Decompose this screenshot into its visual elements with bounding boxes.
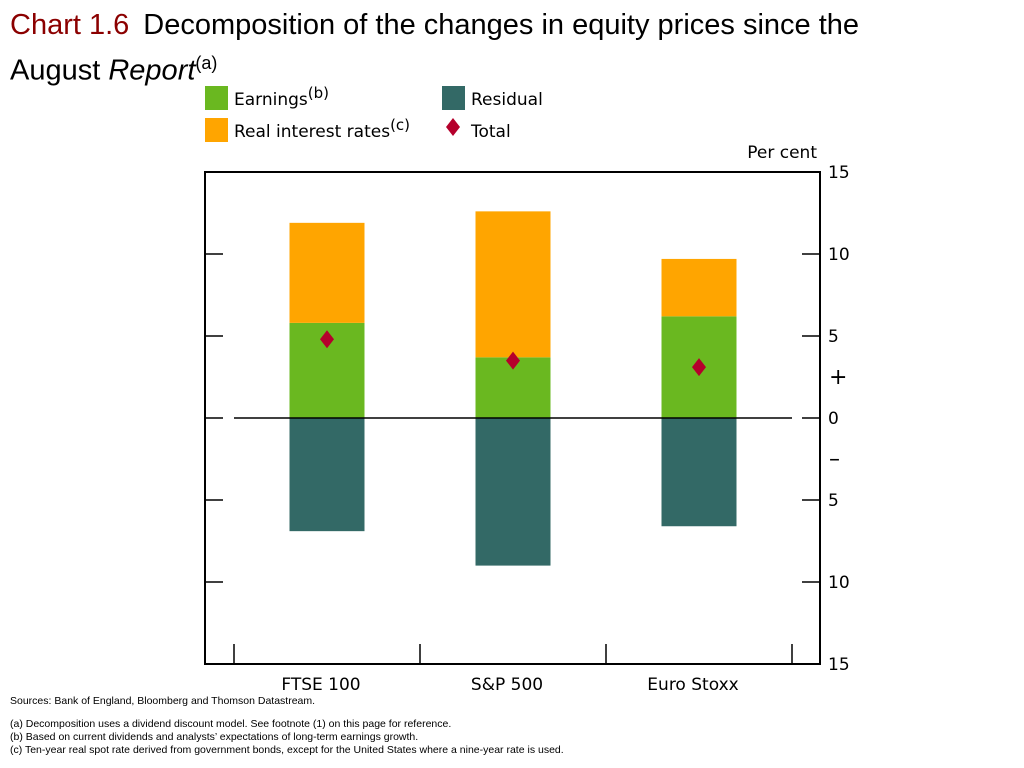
footnote-b: (b) Based on current dividends and analy… [10,731,419,743]
notes: Sources: Bank of England, Bloomberg and … [10,695,1010,757]
legend-label-residual: Residual [471,90,543,110]
bar-real-interest-rates [661,258,737,317]
positive-sign-label: + [829,365,847,390]
y-tick-label: 15 [828,655,850,675]
total-marker [320,330,334,349]
legend-label-earnings: Earnings(b) [234,84,329,110]
chart-number: Chart 1.6 [10,9,130,41]
y-tick-label: 10 [828,245,850,265]
x-tick-label: Euro Stoxx [647,675,738,695]
x-tick-label: S&P 500 [471,675,543,695]
legend-swatch-earnings [205,86,228,110]
title-italic: Report [108,54,196,87]
total-markers [320,330,706,377]
legend-label-total: Total [470,122,511,142]
legend-swatch-total [446,118,460,136]
bars [289,211,737,566]
legend-swatch-real-interest-rates [205,118,228,142]
bar-real-interest-rates [289,222,365,323]
legend-note-ref: (b) [308,84,329,102]
axes: 15 10 5 0 5 10 15 + – FTSE 100 S&P 500 Euro Stoxx [205,163,850,695]
bar-residual [661,418,737,527]
title-line2: August [10,54,101,87]
bar-residual [475,418,551,566]
title-note-ref: (a) [195,53,218,73]
bar-real-interest-rates [475,211,551,358]
y-tick-label: 10 [828,573,850,593]
sources-note: Sources: Bank of England, Bloomberg and … [10,695,316,707]
chart-title: Chart 1.6 Decomposition of the changes in… [10,6,1020,90]
footnote-a: (a) Decomposition uses a dividend discou… [10,718,452,730]
total-marker [692,358,706,377]
y-tick-label: 0 [828,409,839,429]
x-tick-label: FTSE 100 [281,675,360,695]
negative-sign-label: – [829,447,840,472]
footnote-c: (c) Ten-year real spot rate derived from… [10,744,564,756]
legend-label-real-interest-rates: Real interest rates(c) [234,116,410,142]
y-tick-label: 5 [828,327,839,347]
title-main: Decomposition of the changes in equity p… [143,9,860,41]
legend-note-ref: (c) [390,116,410,134]
y-tick-label: 15 [828,163,850,183]
total-marker [506,351,520,370]
legend-swatch-residual [442,86,465,110]
y-tick-label: 5 [828,491,839,511]
legend: Earnings(b) Real interest rates(c) Residua… [205,84,543,142]
bar-residual [289,418,365,532]
y-axis-label: Per cent [747,143,817,163]
